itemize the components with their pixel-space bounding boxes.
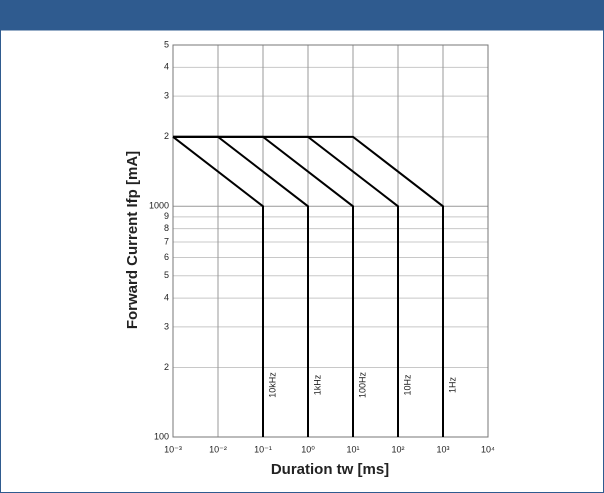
y-tick-label: 3 bbox=[164, 91, 169, 101]
series-line bbox=[172, 136, 264, 437]
y-tick-label: 5 bbox=[164, 39, 169, 49]
series-label: 10Hz bbox=[402, 374, 412, 396]
y-tick-label: 100 bbox=[154, 431, 169, 441]
x-tick-label: 10⁰ bbox=[301, 444, 315, 454]
x-tick-label: 10⁴ bbox=[481, 444, 495, 454]
y-tick-label: 3 bbox=[164, 321, 169, 331]
x-tick-label: 10¹ bbox=[346, 444, 359, 454]
y-tick-label: 7 bbox=[164, 236, 169, 246]
y-tick-label: 1000 bbox=[149, 201, 169, 211]
y-axis-title: Forward Current Ifp [mA] bbox=[124, 151, 141, 329]
series-line bbox=[173, 135, 444, 437]
y-tick-label: 4 bbox=[164, 62, 169, 72]
y-tick-label: 2 bbox=[164, 131, 169, 141]
header-bar bbox=[0, 0, 604, 30]
x-tick-label: 10⁻² bbox=[209, 444, 227, 454]
x-tick-label: 10³ bbox=[436, 444, 449, 454]
series-label: 1Hz bbox=[447, 377, 457, 394]
y-tick-label: 5 bbox=[164, 270, 169, 280]
series-label: 100Hz bbox=[357, 371, 367, 398]
y-tick-label: 8 bbox=[164, 223, 169, 233]
x-tick-label: 10⁻³ bbox=[164, 444, 182, 454]
y-tick-label: 2 bbox=[164, 362, 169, 372]
y-tick-label: 9 bbox=[164, 211, 169, 221]
plot-frame bbox=[172, 44, 489, 438]
x-tick-label: 10⁻¹ bbox=[254, 444, 272, 454]
series-label: 10kHz bbox=[267, 372, 277, 398]
x-axis-title: Duration tw [ms] bbox=[271, 461, 389, 478]
series-line bbox=[173, 135, 309, 437]
series-label: 1kHz bbox=[312, 374, 322, 395]
frame bbox=[0, 29, 604, 493]
x-tick-label: 10² bbox=[391, 444, 404, 454]
y-tick-label: 4 bbox=[164, 292, 169, 302]
y-tick-label: 6 bbox=[164, 252, 169, 262]
